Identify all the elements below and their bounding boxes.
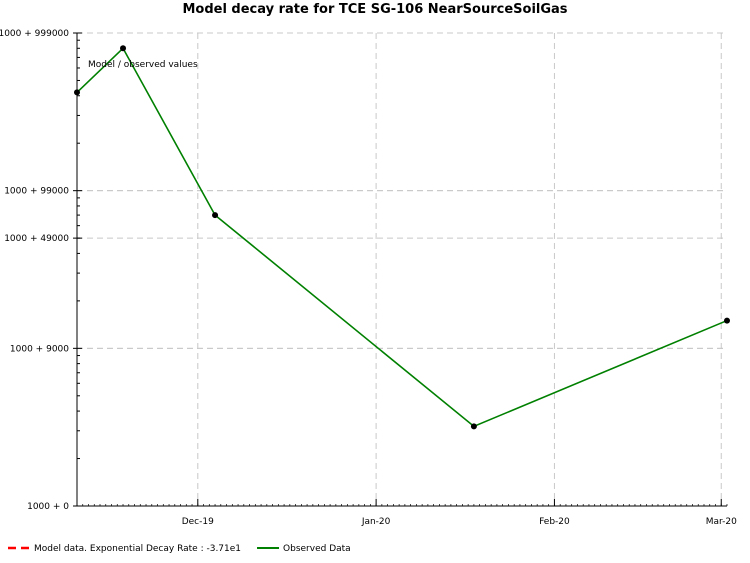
y-tick-label: 1000 + 999000 [0, 29, 69, 39]
chart-annotation: Model / observed values [88, 60, 198, 70]
y-tick-label: 1000 + 49000 [4, 234, 69, 244]
tick-labels: 1000 + 0 1000 + 9000 1000 + 49000 1000 + 99… [0, 29, 737, 527]
data-point [74, 89, 80, 96]
y-tick-label: 1000 + 0 [27, 502, 69, 512]
data-point [120, 45, 127, 52]
x-tick-label: Jan-20 [361, 517, 391, 527]
legend-label: Observed Data [283, 544, 351, 554]
chart-title: Model decay rate for TCE SG-106 NearSour… [182, 2, 567, 17]
y-tick-label: 1000 + 99000 [4, 187, 69, 197]
x-tick-label: Feb-20 [539, 517, 570, 527]
data-point [724, 317, 730, 324]
x-tick-label: Mar-20 [706, 517, 737, 527]
y-tick-label: 1000 + 9000 [10, 344, 69, 354]
legend: Model data. Exponential Decay Rate : -3.… [8, 544, 351, 554]
series-layer [74, 45, 730, 430]
grid [77, 32, 727, 507]
x-tick-label: Dec-19 [182, 517, 214, 527]
series-line [76, 46, 728, 428]
data-point [212, 212, 219, 219]
data-point [470, 423, 477, 430]
legend-label: Model data. Exponential Decay Rate : -3.… [34, 544, 241, 554]
axes [73, 32, 728, 507]
